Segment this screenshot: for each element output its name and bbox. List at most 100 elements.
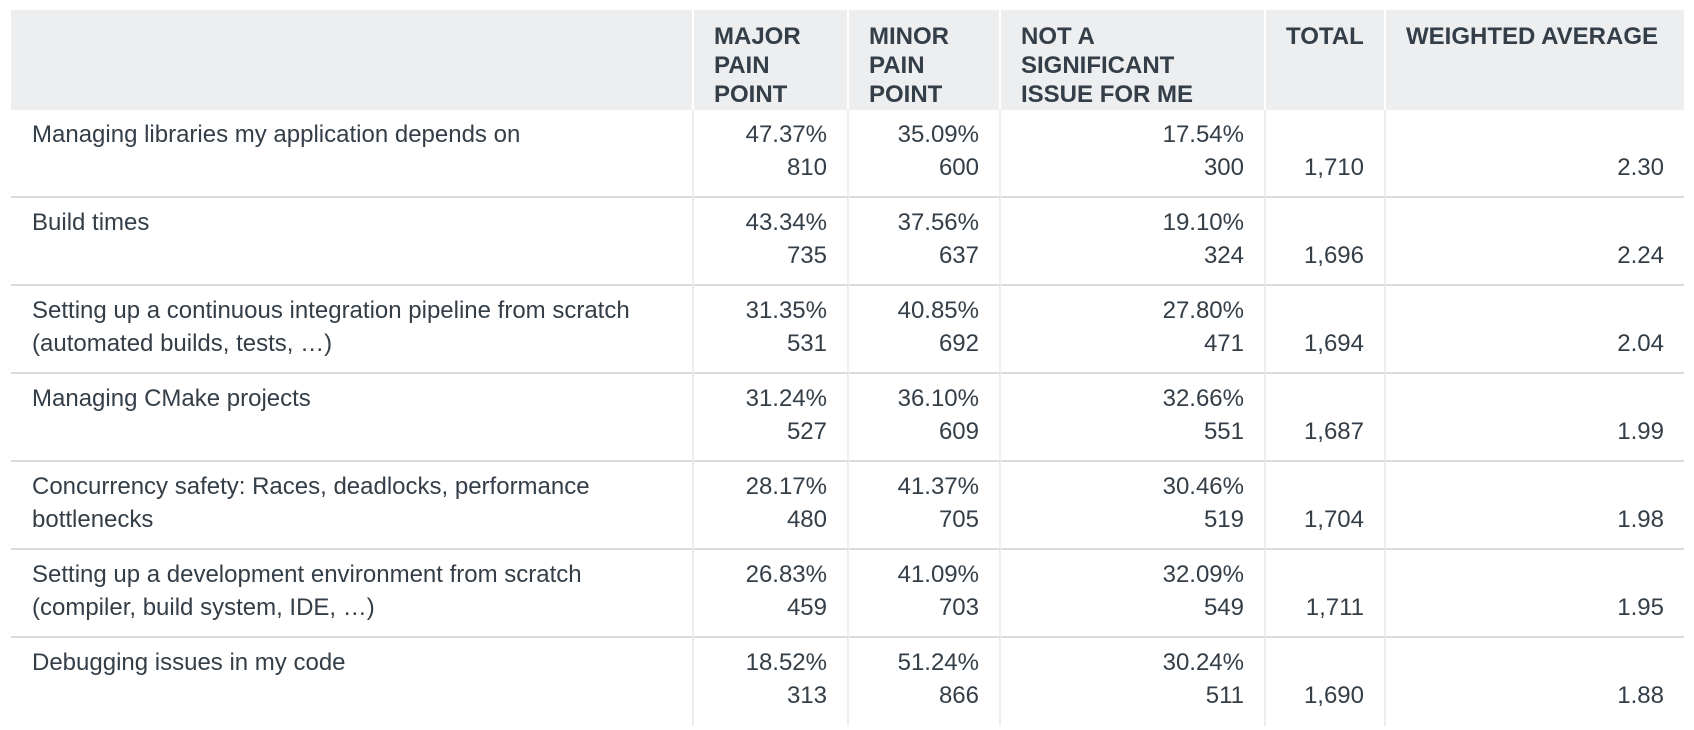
header-row: MAJOR PAIN POINT MINOR PAIN POINT NOT A … — [11, 10, 1684, 110]
count-value: 531 — [786, 330, 827, 357]
count-value: 519 — [1203, 506, 1244, 533]
weighted-average-cell: 1.95 — [1386, 550, 1684, 638]
percentage-value: 30.24% — [1162, 649, 1244, 676]
table-row: Setting up a continuous integration pipe… — [11, 286, 1684, 374]
weighted-average-cell: 1.99 — [1386, 374, 1684, 462]
count-value: 703 — [938, 594, 979, 621]
count-value: 637 — [938, 242, 979, 269]
row-label: Debugging issues in my code — [11, 638, 694, 726]
major-pain-point-cell: 26.83% 459 — [694, 550, 849, 638]
count-value: 480 — [786, 506, 827, 533]
percentage-value: 30.46% — [1162, 473, 1244, 500]
count-value: 735 — [786, 242, 827, 269]
table-body: Managing libraries my application depend… — [11, 110, 1684, 726]
table-row: Debugging issues in my code 18.52% 313 51.2… — [11, 638, 1684, 726]
header-major-pain-point: MAJOR PAIN POINT — [694, 10, 849, 110]
table-row: Concurrency safety: Races, deadlocks, pe… — [11, 462, 1684, 550]
row-label: Concurrency safety: Races, deadlocks, pe… — [11, 462, 694, 550]
percentage-value: 18.52% — [745, 649, 827, 676]
total-cell: 1,687 — [1266, 374, 1386, 462]
weighted-average-cell: 2.24 — [1386, 198, 1684, 286]
header-not-significant: NOT A SIGNIFICANT ISSUE FOR ME — [1001, 10, 1266, 110]
table-row: Build times 43.34% 735 37.56% 637 19.10% 324 1,… — [11, 198, 1684, 286]
table-row: Managing CMake projects 31.24% 527 36.10% 60… — [11, 374, 1684, 462]
not-significant-cell: 17.54% 300 — [1001, 110, 1266, 198]
row-label: Setting up a continuous integration pipe… — [11, 286, 694, 374]
percentage-value: 43.34% — [745, 209, 827, 236]
percentage-value: 19.10% — [1162, 209, 1244, 236]
major-pain-point-cell: 31.35% 531 — [694, 286, 849, 374]
count-value: 600 — [938, 154, 979, 181]
total-cell: 1,690 — [1266, 638, 1386, 726]
not-significant-cell: 30.24% 511 — [1001, 638, 1266, 726]
major-pain-point-cell: 18.52% 313 — [694, 638, 849, 726]
count-value: 866 — [938, 682, 979, 709]
weighted-average-cell: 1.98 — [1386, 462, 1684, 550]
percentage-value: 35.09% — [897, 121, 979, 148]
header-minor-pain-point: MINOR PAIN POINT — [849, 10, 1001, 110]
percentage-value: 26.83% — [745, 561, 827, 588]
minor-pain-point-cell: 35.09% 600 — [849, 110, 1001, 198]
row-label: Setting up a development environment fro… — [11, 550, 694, 638]
total-cell: 1,711 — [1266, 550, 1386, 638]
percentage-value: 32.09% — [1162, 561, 1244, 588]
major-pain-point-cell: 43.34% 735 — [694, 198, 849, 286]
count-value: 551 — [1203, 418, 1244, 445]
count-value: 692 — [938, 330, 979, 357]
count-value: 324 — [1203, 242, 1244, 269]
count-value: 527 — [786, 418, 827, 445]
header-total: TOTAL — [1266, 10, 1386, 110]
percentage-value: 32.66% — [1162, 385, 1244, 412]
percentage-value: 41.37% — [897, 473, 979, 500]
weighted-average-cell: 2.04 — [1386, 286, 1684, 374]
table-row: Setting up a development environment fro… — [11, 550, 1684, 638]
not-significant-cell: 19.10% 324 — [1001, 198, 1266, 286]
percentage-value: 51.24% — [897, 649, 979, 676]
table-header: MAJOR PAIN POINT MINOR PAIN POINT NOT A … — [11, 10, 1684, 110]
header-weighted-average: WEIGHTED AVERAGE — [1386, 10, 1684, 110]
minor-pain-point-cell: 41.09% 703 — [849, 550, 1001, 638]
percentage-value: 47.37% — [745, 121, 827, 148]
count-value: 459 — [786, 594, 827, 621]
count-value: 300 — [1203, 154, 1244, 181]
row-label: Managing CMake projects — [11, 374, 694, 462]
percentage-value: 36.10% — [897, 385, 979, 412]
table-row: Managing libraries my application depend… — [11, 110, 1684, 198]
not-significant-cell: 27.80% 471 — [1001, 286, 1266, 374]
percentage-value: 31.24% — [745, 385, 827, 412]
major-pain-point-cell: 31.24% 527 — [694, 374, 849, 462]
count-value: 609 — [938, 418, 979, 445]
total-cell: 1,696 — [1266, 198, 1386, 286]
percentage-value: 17.54% — [1162, 121, 1244, 148]
major-pain-point-cell: 28.17% 480 — [694, 462, 849, 550]
row-label: Build times — [11, 198, 694, 286]
weighted-average-cell: 1.88 — [1617, 682, 1664, 709]
total-cell: 1,704 — [1266, 462, 1386, 550]
percentage-value: 40.85% — [897, 297, 979, 324]
not-significant-cell: 32.66% 551 — [1001, 374, 1266, 462]
count-value: 313 — [786, 682, 827, 709]
percentage-value: 37.56% — [897, 209, 979, 236]
not-significant-cell: 30.46% 519 — [1001, 462, 1266, 550]
total-cell: 1,710 — [1266, 110, 1386, 198]
percentage-value: 31.35% — [745, 297, 827, 324]
survey-results-table: MAJOR PAIN POINT MINOR PAIN POINT NOT A … — [11, 10, 1684, 726]
minor-pain-point-cell: 36.10% 609 — [849, 374, 1001, 462]
count-value: 511 — [1205, 682, 1244, 709]
minor-pain-point-cell: 37.56% 637 — [849, 198, 1001, 286]
total-cell: 1,694 — [1266, 286, 1386, 374]
minor-pain-point-cell: 51.24% 866 — [849, 638, 1001, 726]
count-value: 810 — [786, 154, 827, 181]
percentage-value: 27.80% — [1162, 297, 1244, 324]
minor-pain-point-cell: 40.85% 692 — [849, 286, 1001, 374]
header-label-column — [11, 10, 694, 110]
weighted-average-cell: 2.30 — [1386, 110, 1684, 198]
minor-pain-point-cell: 41.37% 705 — [849, 462, 1001, 550]
major-pain-point-cell: 47.37% 810 — [694, 110, 849, 198]
count-value: 705 — [938, 506, 979, 533]
count-value: 471 — [1203, 330, 1244, 357]
row-label: Managing libraries my application depend… — [11, 110, 694, 198]
not-significant-cell: 32.09% 549 — [1001, 550, 1266, 638]
percentage-value: 28.17% — [745, 473, 827, 500]
count-value: 549 — [1203, 594, 1244, 621]
